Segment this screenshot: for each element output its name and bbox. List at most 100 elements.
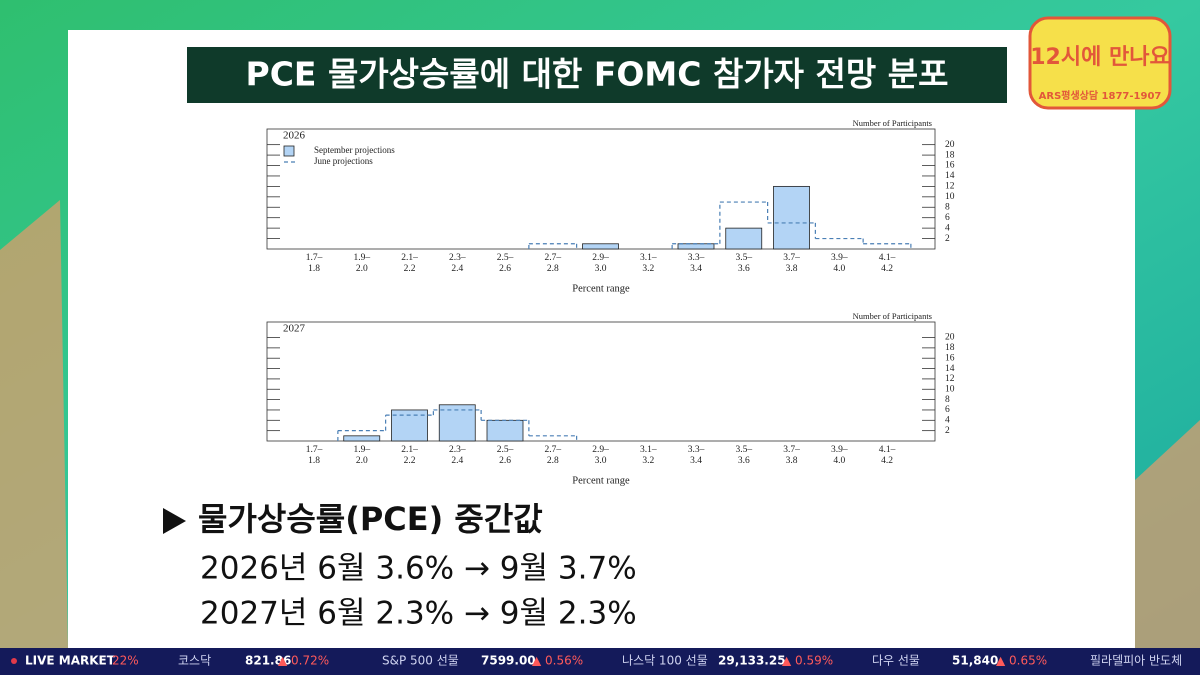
decoration [1135,420,1200,648]
bar [773,185,810,250]
x-tick-label: 2.8 [547,264,559,274]
y-tick-label: 12 [945,182,955,192]
ticker-name: 다우 선물 [872,654,920,668]
x-tick-label: 3.0 [595,264,607,274]
ticker-name: S&P 500 선물 [382,654,459,668]
x-tick-label: 2.9– [592,445,609,455]
bar [486,419,524,442]
y-tick-label: 18 [945,343,955,353]
x-tick-label: 2.0 [356,456,368,466]
bullet [163,508,186,534]
logo: 12시에 만나요 ARS평생상담 1877-1907 [1028,16,1172,110]
y-tick-label: 10 [945,192,955,202]
ticker-value: 7599.00 [481,654,536,668]
y-tick-label: 12 [945,374,955,384]
y-tick-label: 14 [945,364,955,374]
summary-line: 2027년 6월 2.3% → 9월 2.3% [200,596,637,632]
x-tick-label: 3.5– [735,253,752,263]
x-tick-label: 3.2 [642,456,654,466]
x-tick-label: 4.1– [879,445,896,455]
x-tick-label: 1.8 [308,456,320,466]
ticker-change: ▲ 0.56% [532,654,583,668]
y-tick-label: 6 [945,213,950,223]
x-tick-label: 3.8 [786,456,798,466]
bar [677,243,715,250]
ticker-change: 22% [112,654,139,668]
x-tick-label: 2.0 [356,264,368,274]
ticker-name: 필라델피아 반도체 [1090,654,1182,668]
x-tick-label: 3.7– [783,445,800,455]
x-tick-label: 2.5– [497,253,514,263]
x-tick-label: 2.8 [547,456,559,466]
y-axis-label: Number of Participants [853,311,932,321]
x-tick-label: 3.2 [642,264,654,274]
bar [582,243,619,250]
x-tick-label: 2.4 [451,264,463,274]
x-tick-label: 2.9– [592,253,609,263]
ticker-change: ▲ 0.59% [782,654,833,668]
x-tick-label: 3.4 [690,264,702,274]
ticker-label: LIVE MARKET [25,654,116,668]
x-tick-label: 3.0 [595,456,607,466]
ticker-change: ▲ 0.65% [996,654,1047,668]
x-tick-label: 3.1– [640,253,657,263]
y-tick-label: 2 [945,234,950,244]
y-tick-label: 10 [945,384,955,394]
x-tick-label: 3.9– [831,253,848,263]
y-tick-label: 20 [945,333,955,343]
ticker-name: 코스닥 [178,654,211,668]
x-tick-label: 2.5– [497,445,514,455]
x-tick-label: 4.1– [879,253,896,263]
x-tick-label: 1.7– [306,253,323,263]
plot-frame [266,321,936,442]
x-tick-label: 2.4 [451,456,463,466]
y-axis-label: Number of Participants [853,118,932,128]
x-tick-label: 3.3– [688,253,705,263]
x-tick-label: 2.1– [401,445,418,455]
x-tick-label: 3.7– [783,253,800,263]
x-tick-label: 1.9– [353,253,370,263]
panel [68,30,1135,648]
x-tick-label: 2.7– [544,253,561,263]
x-tick-label: 2.3– [449,445,466,455]
ticker-change: ▲ 0.72% [278,654,329,668]
ticker: LIVE MARKET 22% 필라델피아 반도체 코스닥 821.86▲ 0.7… [0,648,1200,675]
x-tick-label: 3.1– [640,445,657,455]
bar [438,404,476,442]
x-axis-label: Percent range [572,283,630,294]
summary-heading: 물가상승률(PCE) 중간값 [198,500,543,538]
x-tick-label: 2.7– [544,445,561,455]
y-tick-label: 6 [945,405,950,415]
x-tick-label: 2.2 [404,264,416,274]
x-tick-label: 1.9– [353,445,370,455]
ticker-value: 51,840 [952,654,998,668]
x-tick-label: 1.7– [306,445,323,455]
y-tick-label: 20 [945,140,955,150]
y-tick-label: 18 [945,150,955,160]
logo-title: 12시에 만나요 [1030,45,1169,70]
decoration [0,200,68,648]
ticker-name: 나스닥 100 선물 [622,654,708,668]
x-axis-label: Percent range [572,475,630,486]
x-tick-label: 4.2 [881,264,893,274]
y-tick-label: 16 [945,161,955,171]
chart-title: 2026 [283,130,306,142]
x-tick-label: 4.0 [833,264,845,274]
y-tick-label: 16 [945,353,955,363]
ticker-bar [0,648,1200,675]
chart-title: 2027 [283,323,306,335]
y-tick-label: 2 [945,426,950,436]
x-tick-label: 3.6 [738,456,750,466]
logo-subtitle: ARS평생상담 1877-1907 [1039,89,1162,102]
x-tick-label: 4.0 [833,456,845,466]
legend-label: September projections [314,145,395,155]
summary-line: 2026년 6월 3.6% → 9월 3.7% [200,551,637,587]
legend-swatch [283,145,295,157]
title: PCE 물가상승률에 대한 FOMC 참가자 전망 분포 [246,55,949,94]
x-tick-label: 3.9– [831,445,848,455]
x-tick-label: 3.4 [690,456,702,466]
y-tick-label: 4 [945,223,950,233]
